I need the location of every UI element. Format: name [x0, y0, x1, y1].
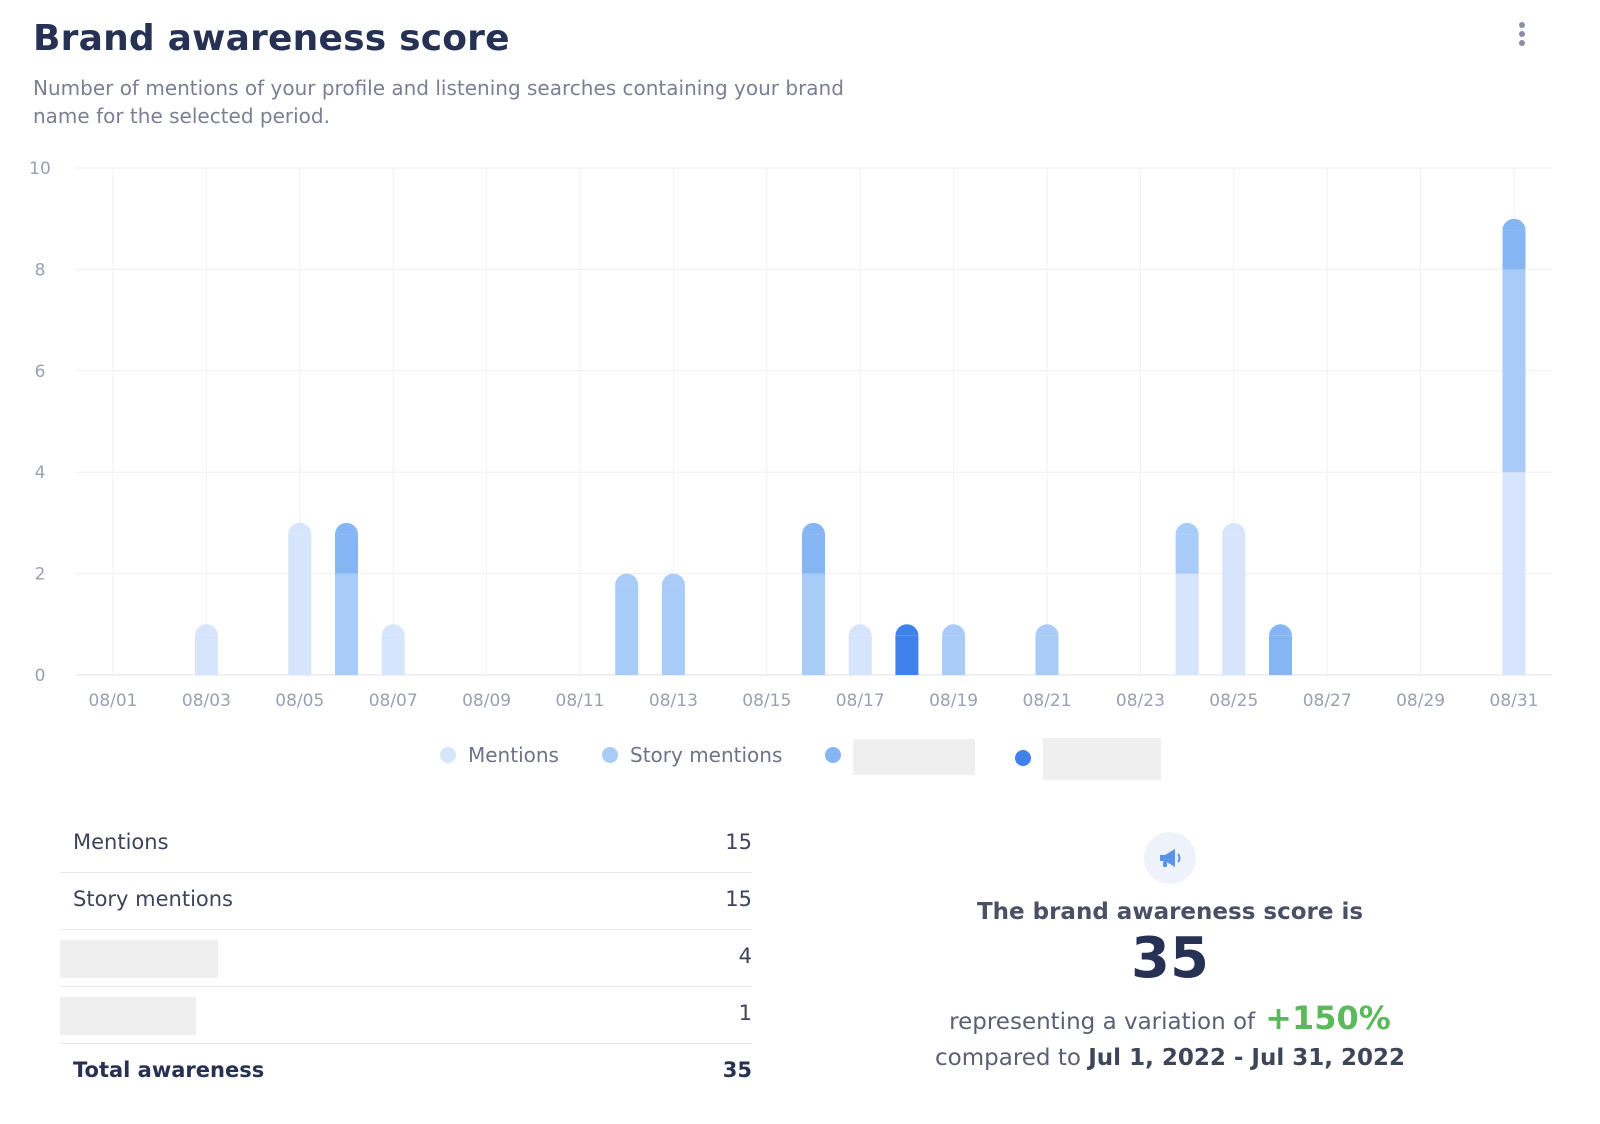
bar-cap — [288, 522, 312, 535]
x-tick-label: 08/31 — [1490, 691, 1539, 711]
x-tick-label: 08/09 — [462, 691, 511, 711]
stats-row-redacted-1: 4 — [60, 930, 752, 987]
brand-awareness-chart: 0 2 4 6 8 10 08/01 08/03 08/05 08/07 08/09 08/11 08/… — [29, 159, 1552, 711]
bar-segment — [895, 635, 919, 675]
bar-cap — [1035, 624, 1059, 636]
bar-segment — [194, 635, 218, 675]
bar-cap — [381, 624, 405, 636]
legend-label: Mentions — [468, 743, 559, 767]
x-tick-label: 08/01 — [89, 691, 138, 711]
x-tick-label: 08/25 — [1209, 691, 1258, 711]
compared-period: Jul 1, 2022 - Jul 31, 2022 — [1088, 1045, 1405, 1071]
bar-segment — [1502, 472, 1526, 675]
summary-score: 35 — [1131, 926, 1209, 991]
x-tick-label: 08/23 — [1116, 691, 1165, 711]
bar-segment — [1175, 573, 1199, 675]
y-tick-label: 6 — [35, 362, 46, 382]
bar-cap — [1502, 218, 1526, 231]
bar-segment — [848, 635, 872, 675]
variation-text: representing a variation of — [949, 1009, 1256, 1035]
bar-segment — [381, 635, 405, 675]
summary-variation-line: representing a variation of +150% — [910, 999, 1430, 1037]
legend-dot-icon — [1015, 749, 1031, 766]
bar-segment — [1502, 269, 1526, 473]
megaphone-icon — [1144, 832, 1196, 884]
bar-cap — [942, 624, 966, 636]
bar-segment — [335, 534, 358, 574]
y-tick-label: 4 — [35, 463, 46, 483]
stats-value: 15 — [725, 887, 752, 911]
x-tick-label: 08/29 — [1396, 691, 1445, 711]
bar-cap — [802, 522, 825, 535]
legend-item-story-mentions[interactable]: Story mentions — [602, 738, 782, 774]
x-tick-label: 08/17 — [836, 691, 885, 711]
x-tick-label: 08/21 — [1023, 691, 1072, 711]
redacted-label — [1043, 738, 1161, 780]
x-tick-label: 08/19 — [929, 691, 978, 711]
redacted-label — [853, 738, 975, 775]
x-tick-label: 08/15 — [742, 691, 791, 711]
legend-item-redacted-2[interactable] — [1015, 738, 1161, 780]
bar-cap — [895, 624, 919, 636]
bar-segment — [802, 573, 825, 675]
bar-segment — [1222, 534, 1246, 675]
stats-row-total: Total awareness 35 — [60, 1044, 752, 1100]
stats-total-value: 35 — [722, 1058, 752, 1082]
stats-row-story-mentions: Story mentions 15 — [60, 873, 752, 930]
bar-segment — [615, 585, 639, 675]
legend-item-mentions[interactable]: Mentions — [440, 738, 559, 774]
awareness-summary: The brand awareness score is 35 represen… — [910, 832, 1430, 1071]
stats-value: 1 — [738, 1001, 752, 1025]
legend-dot-icon — [602, 747, 618, 763]
bar-segment — [1269, 635, 1292, 675]
bar-segment — [1502, 230, 1526, 270]
bar-cap — [1175, 522, 1199, 535]
y-tick-label: 0 — [35, 666, 46, 686]
compared-text: compared to — [935, 1045, 1081, 1071]
bar-cap — [335, 522, 358, 535]
redacted-label — [60, 997, 196, 1035]
stats-label: Mentions — [73, 830, 169, 854]
bar-cap — [848, 624, 872, 636]
redacted-label — [60, 940, 218, 978]
bar-cap — [615, 573, 639, 586]
stats-value: 15 — [725, 830, 752, 854]
x-tick-label: 08/07 — [369, 691, 418, 711]
x-tick-label: 08/13 — [649, 691, 698, 711]
y-tick-label: 2 — [35, 565, 46, 585]
stats-label: Story mentions — [73, 887, 234, 911]
summary-compared-line: compared to Jul 1, 2022 - Jul 31, 2022 — [910, 1045, 1430, 1071]
bar-cap — [1269, 624, 1292, 636]
x-tick-label: 08/27 — [1303, 691, 1352, 711]
legend-dot-icon — [440, 747, 456, 763]
bar-segment — [1175, 534, 1199, 574]
x-tick-label: 08/11 — [556, 691, 605, 711]
stats-row-redacted-2: 1 — [60, 987, 752, 1044]
legend-label: Story mentions — [630, 743, 783, 767]
y-tick-label: 10 — [29, 159, 51, 179]
bar-segment — [335, 573, 358, 675]
more-options-icon[interactable] — [1510, 22, 1534, 52]
stats-total-label: Total awareness — [73, 1058, 265, 1082]
stats-value: 4 — [738, 944, 752, 968]
bar-segment — [1035, 635, 1059, 675]
bar-segment — [661, 585, 685, 675]
legend-dot-icon — [825, 747, 841, 763]
summary-heading: The brand awareness score is — [976, 899, 1364, 925]
bar-cap — [1222, 522, 1246, 535]
bar-segment — [942, 635, 966, 675]
legend-item-redacted-1[interactable] — [825, 738, 975, 775]
bar-cap — [661, 573, 685, 586]
bar-segment — [802, 534, 825, 574]
x-tick-label: 08/03 — [182, 691, 231, 711]
stats-table: Mentions 15 Story mentions 15 4 1 Total … — [60, 816, 752, 1100]
stats-row-mentions: Mentions 15 — [60, 816, 752, 873]
y-tick-label: 8 — [35, 260, 46, 280]
variation-value: +150% — [1265, 999, 1391, 1037]
page-subtitle: Number of mentions of your profile and l… — [33, 76, 844, 128]
bar-segment — [288, 534, 312, 675]
bar-cap — [194, 624, 218, 636]
x-tick-label: 08/05 — [275, 691, 324, 711]
page-title: Brand awareness score — [33, 18, 510, 59]
